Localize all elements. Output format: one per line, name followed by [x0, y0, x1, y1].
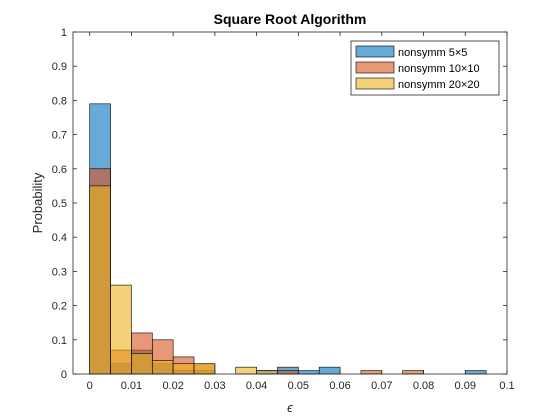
y-axis: 0 0.1 0.2 0.3 0.4 0.5 0.6 0.7 0.8 0.9 1: [52, 27, 507, 381]
bar-series-3-bin-8: [256, 370, 278, 375]
bar-series-1-bin-10: [318, 366, 341, 375]
legend-label-series-3: nonsymm 20×20: [398, 79, 480, 91]
y-tick-label: 0.8: [52, 95, 67, 107]
bars-layer: [89, 103, 487, 375]
chart-title: Square Root Algorithm: [214, 11, 367, 27]
y-tick-label: 0.5: [52, 198, 67, 210]
bar-series-3-bin-5: [172, 363, 195, 375]
y-tick-label: 1: [61, 27, 67, 39]
x-tick-label: 0.04: [246, 380, 267, 392]
y-tick-label: 0.3: [52, 266, 67, 278]
series-3-bars: [89, 185, 278, 375]
x-tick-label: 0: [87, 380, 93, 392]
y-tick-label: 0.9: [52, 61, 67, 73]
x-tick-label: 0.05: [288, 380, 309, 392]
bar-series-3-bin-4: [151, 360, 174, 375]
y-tick-label: 0.2: [52, 301, 67, 313]
x-axis: 0 0.01 0.02 0.03 0.04 0.05 0.06 0.07 0.08 0.09 0.1: [87, 32, 515, 392]
legend: nonsymm 5×5 nonsymm 10×10 nonsymm 20×20: [350, 40, 500, 96]
bar-series-3-bin-2: [110, 284, 132, 375]
legend-swatch-series-1: [355, 45, 395, 58]
bar-series-1-bin-9: [298, 370, 320, 375]
x-tick-label: 0.09: [455, 380, 476, 392]
y-tick-label: 0.4: [52, 232, 67, 244]
legend-label-series-1: nonsymm 5×5: [398, 47, 467, 59]
x-tick-label: 0.07: [371, 380, 392, 392]
x-tick-label: 0.1: [499, 380, 514, 392]
legend-label-series-2: nonsymm 10×10: [398, 63, 480, 75]
x-axis-label: ϵ: [287, 400, 293, 415]
bar-series-3-bin-6: [193, 363, 216, 375]
bar-series-1-bin-11: [464, 370, 487, 375]
bar-series-3-bin-7: [235, 366, 257, 375]
bar-series-2-bin-7: [277, 370, 299, 375]
x-tick-label: 0.01: [121, 380, 142, 392]
bar-series-3-bin-1: [89, 185, 111, 375]
legend-swatch-series-3: [355, 77, 395, 90]
legend-swatch-series-2: [355, 61, 395, 74]
x-tick-label: 0.02: [162, 380, 183, 392]
y-axis-label: Probability: [30, 172, 45, 233]
y-tick-label: 0.1: [52, 335, 67, 347]
y-tick-label: 0.6: [52, 164, 67, 176]
x-tick-label: 0.08: [413, 380, 434, 392]
y-tick-label: 0: [61, 369, 67, 381]
bar-series-2-bin-9: [402, 370, 424, 375]
bar-series-3-bin-3: [131, 353, 153, 375]
x-tick-label: 0.06: [329, 380, 350, 392]
bar-series-2-bin-8: [360, 370, 383, 375]
x-tick-label: 0.03: [204, 380, 225, 392]
y-tick-label: 0.7: [52, 130, 67, 142]
